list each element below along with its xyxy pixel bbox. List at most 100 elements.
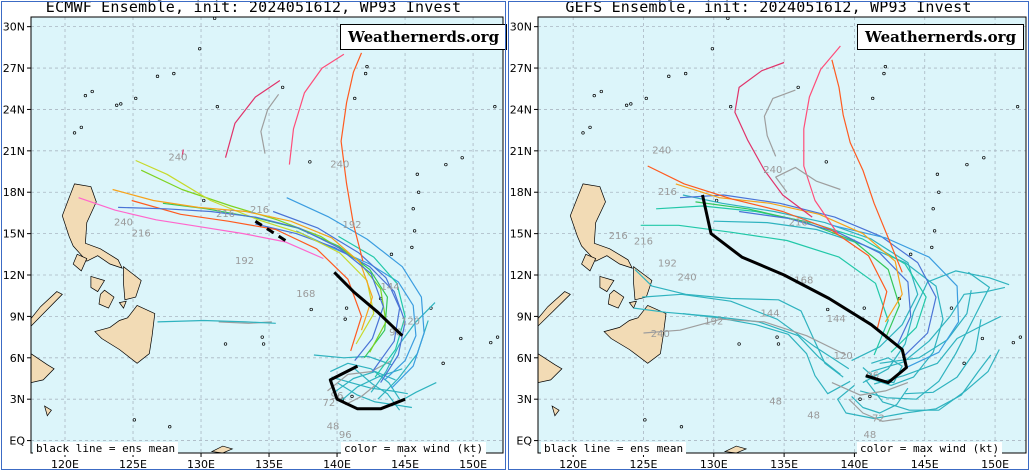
land-mass [538,291,571,327]
forecast-hour-label: 96 [339,430,352,441]
forecast-hour-label: 216 [132,228,151,239]
islet [862,306,866,310]
ensemble-track [640,224,889,356]
y-tick-label: 15N [510,228,532,241]
islet [776,342,781,346]
ensemble-track [224,80,281,158]
land-mass [72,253,88,272]
gefs-title: GEFS Ensemble, init: 2024051612, WP93 In… [565,0,972,16]
forecast-hour-label: 48 [807,411,820,422]
land-mass [569,183,633,269]
islet [796,85,800,90]
ensemble-track [831,224,960,370]
forecast-hour-label: 96 [389,328,402,339]
ensemble-track [831,59,903,273]
ensemble-track [865,349,1000,411]
legend-color: color = max wind (kt) [857,442,1003,455]
islet [202,198,206,203]
x-tick-label: 125E [629,458,657,471]
land-mass [607,289,625,309]
y-tick-label: 18N [510,186,532,199]
ensemble-track [775,166,841,193]
y-tick-label: EQ [9,435,25,448]
forecast-hour-label: 216 [658,187,677,198]
islet [119,102,123,106]
islet [411,207,415,211]
x-tick-label: 135E [255,458,283,471]
land-mass [90,275,106,293]
islet [1018,335,1023,339]
ensemble-track [135,159,375,345]
islet [1015,105,1020,109]
islet [643,418,647,422]
x-tick-label: 145E [391,458,419,471]
forecast-hour-label: 144 [381,282,400,293]
brand-badge: Weathernerds.org [340,24,508,50]
y-tick-label: 12N [510,269,532,282]
y-tick-label: 27N [3,62,25,75]
islet [410,245,414,250]
islet [935,172,940,176]
islet [775,335,779,339]
islet [417,190,421,194]
ensemble-track [181,149,184,158]
forecast-hour-label: 192 [342,220,361,231]
islet [223,342,228,346]
ecmwf-title: ECMWF Ensemble, init: 2024051612, WP93 I… [45,0,462,16]
islet [260,335,264,339]
ensemble-track [354,368,401,411]
x-tick-label: 135E [770,458,798,471]
land-mass [61,183,123,269]
islet [980,336,985,341]
gefs-panel: 240 240 216 216 192 240 168 144 192 240 144 120 96 48… [507,0,1030,471]
islet [168,425,172,429]
land-mass [599,275,615,293]
x-tick-label: 140E [840,458,868,471]
islet [937,190,941,194]
islet [710,47,715,51]
forecast-hour-label: 216 [609,231,628,242]
x-tick-label: 140E [323,458,351,471]
islet [930,245,934,250]
islet [280,85,285,90]
forecast-hour-label: 192 [704,317,723,328]
forecast-hour-label: 72 [872,413,885,424]
islet [155,74,160,78]
islet [644,96,648,101]
land-mass [633,265,653,301]
islet [441,361,445,365]
ensemble-track [288,53,345,165]
x-tick-label: 145E [911,458,939,471]
land-mass [551,405,560,417]
forecast-hour-label: 240 [763,165,782,176]
ensemble-track [831,382,909,396]
ensemble-track [131,199,363,352]
y-tick-label: 18N [3,186,25,199]
islet [489,340,493,345]
islet [261,342,266,346]
islet [883,65,888,69]
land-mass [44,405,52,417]
islet [495,335,500,339]
land-mass [118,300,127,309]
y-tick-label: 21N [510,145,532,158]
islet [737,342,741,346]
islet [343,317,347,321]
ensemble-track [803,45,841,234]
islet [909,252,913,256]
islet [965,162,969,167]
ensemble-track [339,368,403,403]
ensemble-track [739,210,912,348]
ensemble-mean-track [701,194,908,385]
islet [592,93,596,98]
ensemble-track [873,315,1001,385]
y-tick-label: 6N [10,352,25,365]
y-tick-label: 3N [10,393,25,406]
forecast-hour-label: 168 [794,275,813,286]
legend-mean: black line = ens mean [541,442,687,455]
brand-badge: Weathernerds.org [857,24,1025,50]
map-frame [30,16,504,454]
y-tick-label: 9N [10,310,25,323]
islet [493,105,497,109]
forecast-hour-label: 48 [769,397,782,408]
